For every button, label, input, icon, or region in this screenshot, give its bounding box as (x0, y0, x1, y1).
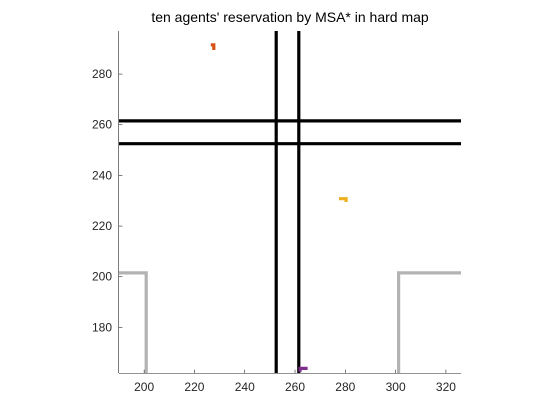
y-tick-label: 180 (92, 320, 112, 334)
x-tick-label: 300 (386, 380, 406, 394)
obstacle-line-5 (397, 271, 461, 373)
series-layer (119, 31, 461, 373)
axes-background (119, 31, 461, 373)
reservation-line-6 (210, 43, 216, 50)
x-tick-label: 220 (184, 380, 204, 394)
x-tick-label: 260 (285, 380, 305, 394)
y-tick-label: 200 (92, 270, 112, 284)
reservation-line-7 (339, 197, 348, 202)
y-tick-label: 260 (92, 118, 112, 132)
x-tick-label: 240 (235, 380, 255, 394)
axes-layer: 200 220 240 260 280 300 320 180 200 220 240 260 280 (92, 31, 461, 394)
y-tick-label: 280 (92, 67, 112, 81)
y-tick-label: 220 (92, 219, 112, 233)
obstacle-line-4 (119, 271, 148, 373)
y-tick-label: 240 (92, 168, 112, 182)
chart-title: ten agents' reservation by MSA* in hard … (151, 9, 429, 25)
reservation-line-8 (298, 366, 308, 372)
x-tick-label: 200 (134, 380, 154, 394)
x-tick-label: 280 (335, 380, 355, 394)
x-tick-label: 320 (436, 380, 456, 394)
